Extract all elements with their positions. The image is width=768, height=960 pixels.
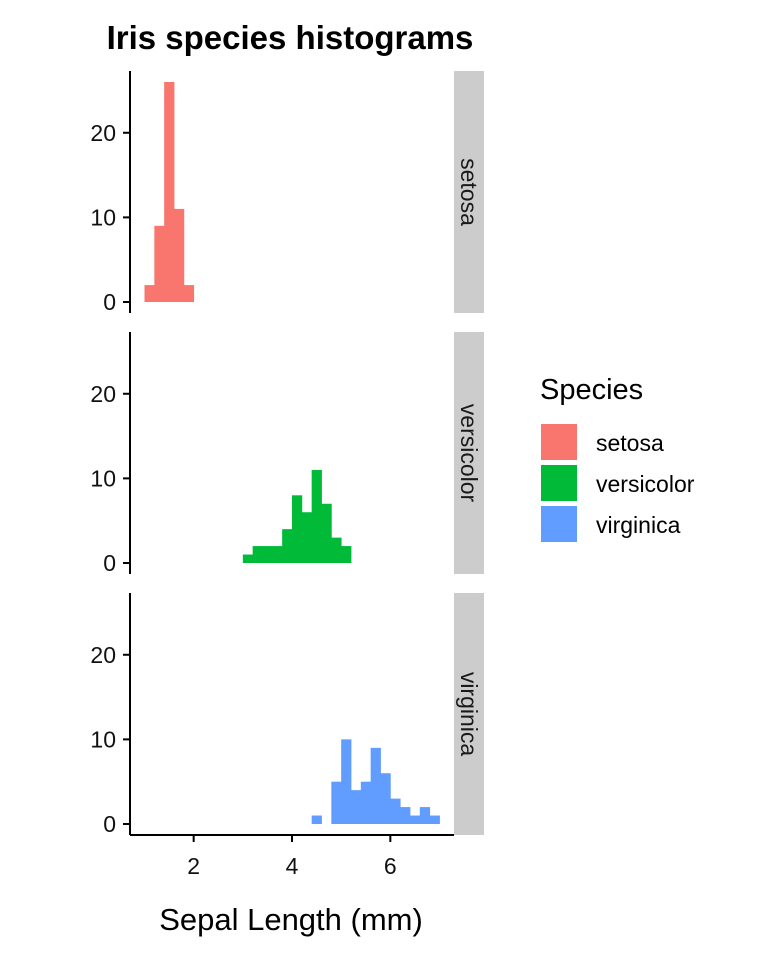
y-tick-label: 10 [90, 204, 116, 230]
histogram-bar [341, 739, 352, 824]
chart-title: Iris species histograms [107, 19, 474, 56]
legend-label-virginica: virginica [596, 512, 681, 538]
facet-strip [454, 71, 484, 313]
facet-panel-versicolor: 0 10 20 versicolor [90, 332, 484, 576]
x-tick-label: 4 [286, 853, 299, 879]
facet-strip [454, 593, 484, 835]
legend-swatch-setosa [541, 424, 577, 460]
histogram-bar [331, 537, 342, 563]
histogram-bar [429, 815, 440, 824]
histogram-bar [242, 554, 254, 563]
y-tick-label: 10 [90, 726, 116, 752]
histogram-bar [311, 469, 322, 563]
histogram-bar [390, 798, 401, 824]
legend-title: Species [540, 374, 643, 406]
histogram-bar [174, 208, 185, 302]
histogram-bar [409, 815, 421, 824]
facet-strip-label: setosa [456, 158, 482, 226]
histogram-bar [331, 781, 342, 824]
histogram-bar [262, 546, 273, 563]
legend-label-versicolor: versicolor [596, 471, 695, 497]
y-tick-label: 0 [103, 811, 116, 837]
y-tick-label: 20 [90, 120, 116, 146]
histogram-bar [350, 790, 362, 824]
histogram-bar [321, 503, 332, 563]
histogram-bar [144, 285, 155, 302]
histogram-bar [380, 773, 391, 824]
histogram-bar [400, 807, 411, 824]
legend-label-setosa: setosa [596, 430, 664, 456]
histogram-bar [370, 747, 381, 824]
legend-swatch-versicolor [541, 465, 577, 501]
y-tick-label: 10 [90, 465, 116, 491]
facet-strip-label: versicolor [456, 404, 482, 503]
histogram-bar [164, 82, 175, 302]
x-axis-title: Sepal Length (mm) [159, 902, 423, 937]
histogram-bar [341, 546, 352, 563]
y-tick-label: 20 [90, 381, 116, 407]
histogram-bar [419, 807, 431, 824]
facet-panel-setosa: 0 10 20 setosa [90, 71, 484, 315]
facet-panel-virginica: 0 10 20 virginica [90, 593, 484, 837]
facet-panels: 0 10 20 setosa 0 10 20 versicolor 0 10 20 virginica… [90, 71, 484, 879]
legend-swatch-virginica [541, 506, 577, 542]
legend: Species setosa versicolor virginica [540, 374, 695, 542]
histogram-bar [252, 546, 263, 563]
histogram-bar [360, 781, 372, 824]
x-tick-label: 6 [384, 853, 397, 879]
histogram-bar [282, 529, 293, 563]
histogram-bar [272, 546, 283, 563]
y-tick-label: 20 [90, 642, 116, 668]
histogram-bar [292, 495, 303, 563]
y-tick-label: 0 [103, 550, 116, 576]
histogram-bar [154, 225, 165, 302]
y-tick-label: 0 [103, 289, 116, 315]
histogram-bar [301, 512, 313, 563]
histogram-bar [311, 815, 322, 824]
histogram-bar [183, 285, 195, 302]
x-tick-label: 2 [187, 853, 200, 879]
facet-strip-label: virginica [456, 672, 482, 757]
facet-strip [454, 332, 484, 574]
x-axis: 2 4 6 [130, 834, 454, 879]
